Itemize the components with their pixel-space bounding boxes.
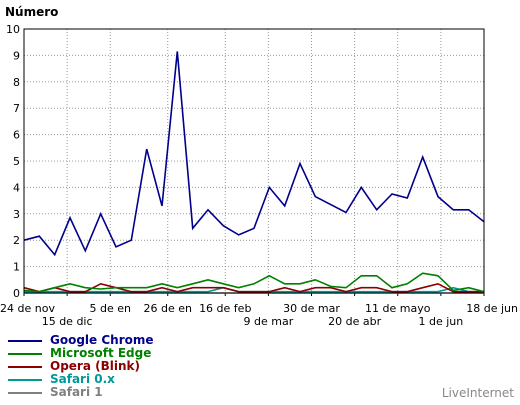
plot-frame: [23, 28, 485, 294]
legend-item-safari-1: Safari 1: [8, 386, 154, 399]
series-line-opera-blink: [23, 282, 484, 293]
legend-item-opera-blink: Opera (Blink): [8, 360, 154, 373]
line-chart: Número 0 1 2 3 4 5 6 7 8 9 10 24 de nov 5 de en 26 d…: [0, 5, 518, 328]
legend-swatch: [8, 365, 42, 368]
x-tick-label: 11 de mayo: [365, 302, 431, 315]
x-tick-label: 24 de nov: [0, 302, 55, 315]
y-tick-label: 1: [13, 261, 20, 274]
series-line-google-chrome: [23, 51, 485, 257]
y-tick-label: 8: [13, 76, 20, 89]
legend-item-microsoft-edge: Microsoft Edge: [8, 347, 154, 360]
y-tick-label: 9: [13, 49, 20, 62]
legend-swatch: [8, 352, 42, 355]
legend-label: Safari 0.x: [50, 372, 115, 386]
y-axis-label: Número: [5, 5, 58, 19]
series-lines: [23, 51, 485, 294]
x-tick-label: 18 de jun: [466, 302, 518, 315]
legend-item-google-chrome: Google Chrome: [8, 334, 154, 347]
credit-label: LiveInternet: [441, 386, 514, 400]
y-tick-label: 10: [6, 23, 20, 36]
y-axis-ticks: 0 1 2 3 4 5 6 7 8 9 10: [6, 23, 20, 300]
y-tick-label: 2: [13, 234, 20, 247]
legend-label: Google Chrome: [50, 333, 154, 347]
legend-swatch: [8, 391, 42, 394]
x-tick-label: 9 de mar: [244, 315, 294, 328]
x-tick-label: 20 de abr: [328, 315, 381, 328]
y-tick-label: 5: [13, 155, 20, 168]
x-tick-label: 5 de en: [90, 302, 132, 315]
y-tick-label: 4: [13, 181, 20, 194]
grid-lines: [24, 29, 484, 293]
legend-label: Safari 1: [50, 385, 103, 399]
x-tick-label: 16 de feb: [199, 302, 251, 315]
x-tick-label: 1 de jun: [419, 315, 464, 328]
legend-item-safari-0-x: Safari 0.x: [8, 373, 154, 386]
legend-swatch: [8, 378, 42, 381]
x-tick-label: 30 de mar: [283, 302, 340, 315]
y-tick-label: 6: [13, 129, 20, 142]
x-tick-label: 15 de dic: [42, 315, 93, 328]
legend-label: Microsoft Edge: [50, 346, 152, 360]
y-tick-label: 3: [13, 208, 20, 221]
legend-label: Opera (Blink): [50, 359, 140, 373]
x-axis-ticks: 24 de nov 5 de en 26 de en 16 de feb 30 de m…: [0, 293, 518, 328]
x-tick-label: 26 de en: [144, 302, 193, 315]
legend-swatch: [8, 339, 42, 342]
y-tick-label: 0: [13, 287, 20, 300]
y-tick-label: 7: [13, 102, 20, 115]
legend: Google Chrome Microsoft Edge Opera (Blink)…: [8, 334, 154, 399]
series-line-microsoft-edge: [23, 272, 485, 293]
